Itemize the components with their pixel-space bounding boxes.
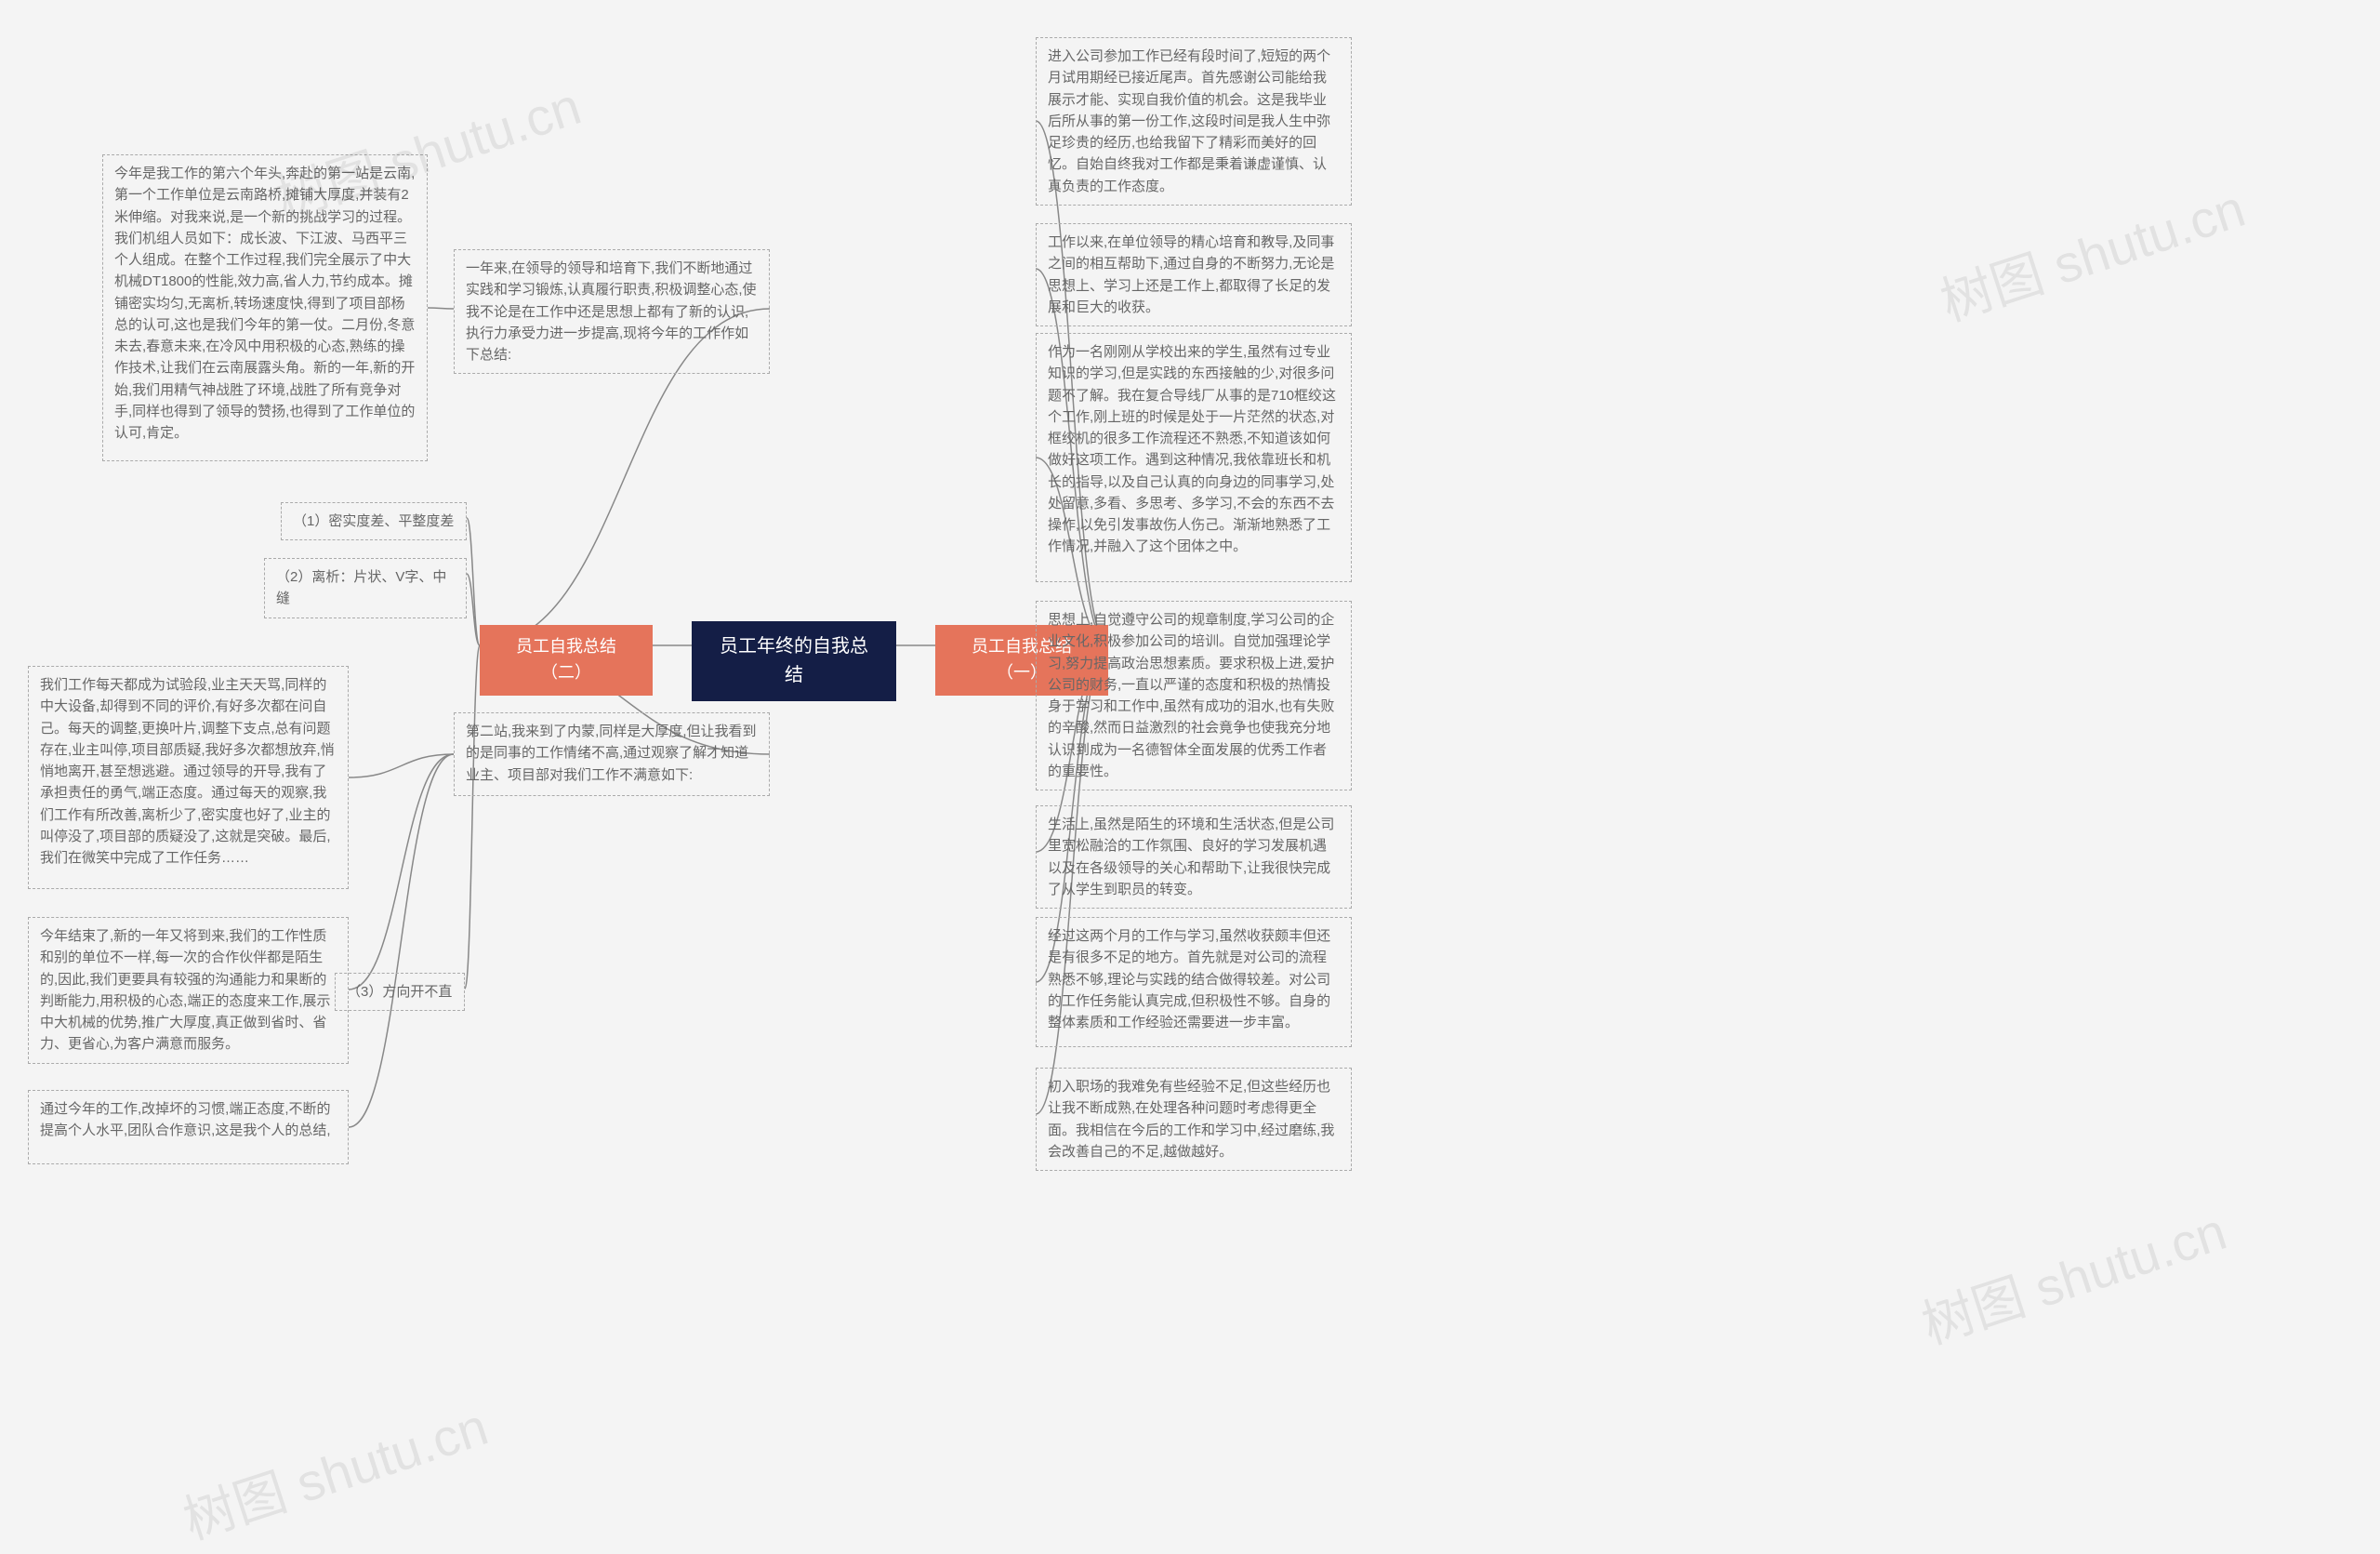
right-leaf-3: 思想上,自觉遵守公司的规章制度,学习公司的企业文化,积极参加公司的培训。自觉加强…: [1036, 601, 1352, 790]
right-leaf-6: 初入职场的我难免有些经验不足,但这些经历也让我不断成熟,在处理各种问题时考虑得更…: [1036, 1068, 1352, 1171]
section-left: 员工自我总结（二）: [480, 625, 653, 696]
left-branch-3-child-2: 通过今年的工作,改掉坏的习惯,端正态度,不断的提高个人水平,团队合作意识,这是我…: [28, 1090, 349, 1164]
left-branch-3: 第二站,我来到了内蒙,同样是大厚度,但让我看到的是同事的工作情绪不高,通过观察了…: [454, 712, 770, 796]
watermark-3: 树图 shutu.cn: [173, 1386, 496, 1554]
left-branch-4: （3）方向开不直: [335, 973, 465, 1011]
root-node: 员工年终的自我总结: [692, 621, 896, 701]
watermark-1: 树图 shutu.cn: [1930, 167, 2254, 337]
watermark-2: 树图 shutu.cn: [1911, 1190, 2235, 1360]
mindmap-canvas: 员工年终的自我总结员工自我总结（一）员工自我总结（二）进入公司参加工作已经有段时…: [0, 0, 2380, 1547]
left-branch-1: （1）密实度差、平整度差: [281, 502, 467, 540]
right-leaf-4: 生活上,虽然是陌生的环境和生活状态,但是公司里宽松融洽的工作氛围、良好的学习发展…: [1036, 805, 1352, 909]
right-leaf-2: 作为一名刚刚从学校出来的学生,虽然有过专业知识的学习,但是实践的东西接触的少,对…: [1036, 333, 1352, 582]
left-branch-0-child-0: 今年是我工作的第六个年头,奔赴的第一站是云南,第一个工作单位是云南路桥,摊铺大厚…: [102, 154, 428, 461]
right-leaf-5: 经过这两个月的工作与学习,虽然收获颇丰但还是有很多不足的地方。首先就是对公司的流…: [1036, 917, 1352, 1047]
left-branch-0: 一年来,在领导的领导和培育下,我们不断地通过实践和学习锻炼,认真履行职责,积极调…: [454, 249, 770, 374]
right-leaf-1: 工作以来,在单位领导的精心培育和教导,及同事之间的相互帮助下,通过自身的不断努力…: [1036, 223, 1352, 326]
right-leaf-0: 进入公司参加工作已经有段时间了,短短的两个月试用期经已接近尾声。首先感谢公司能给…: [1036, 37, 1352, 206]
left-branch-3-child-1: 今年结束了,新的一年又将到来,我们的工作性质和别的单位不一样,每一次的合作伙伴都…: [28, 917, 349, 1064]
left-branch-2: （2）离析：片状、V字、中缝: [264, 558, 467, 618]
left-branch-3-child-0: 我们工作每天都成为试验段,业主天天骂,同样的中大设备,却得到不同的评价,有好多次…: [28, 666, 349, 889]
